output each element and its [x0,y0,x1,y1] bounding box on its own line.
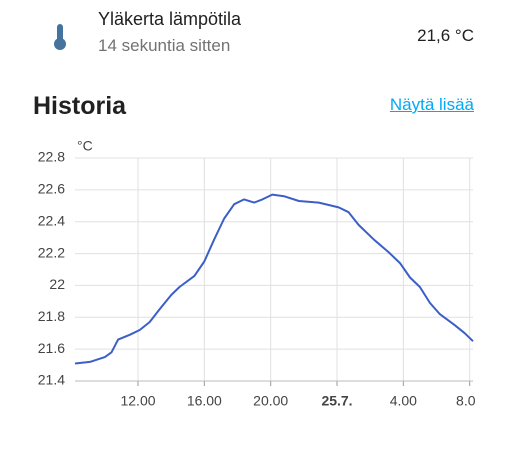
y-tick-label: 21.6 [38,340,65,356]
y-tick-label: 22.8 [38,149,65,165]
x-tick-label: 8.00 [456,393,483,409]
thermometer-icon [54,24,66,50]
show-more-link[interactable]: Näytä lisää [389,95,474,114]
section-title: Historia [33,92,127,120]
y-tick-label: 22.2 [38,244,65,260]
y-tick-label: 21.4 [38,372,65,388]
y-tick-label: 22.6 [38,181,65,197]
y-tick-label: 22.4 [38,212,65,228]
x-tick-label: 20.00 [253,393,288,409]
x-tick-label: 12.00 [120,393,155,409]
x-tick-label: 4.00 [390,393,417,409]
line-series [74,193,474,365]
entity-name: Yläkerta lämpötila [98,9,242,29]
y-tick-label: 22 [49,276,65,292]
entity-state: 21,6 °C [417,26,474,45]
history-chart: °C 21.4 21.6 21.8 22 22.2 22.4 22.6 22.8 12.00 16.… [38,138,483,409]
last-changed: 14 sekuntia sitten [98,36,231,55]
x-tick-label: 25.7. [321,393,352,409]
x-tick-label: 16.00 [187,393,222,409]
y-tick-label: 21.8 [38,308,65,324]
y-unit: °C [77,138,93,154]
